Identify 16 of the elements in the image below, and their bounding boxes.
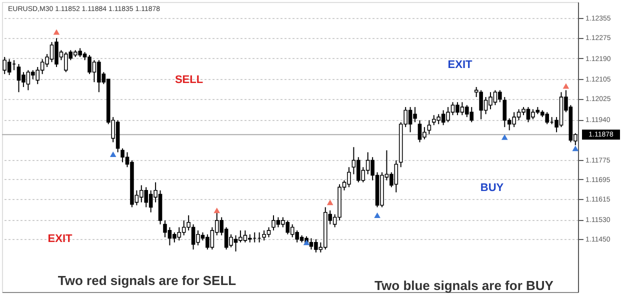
point	[374, 212, 380, 218]
point	[562, 83, 570, 89]
annotation: SELL	[174, 74, 204, 86]
candlestick	[427, 120, 432, 135]
annotation: Two red signals are for SELL	[58, 273, 236, 288]
point	[110, 151, 116, 157]
point	[501, 134, 508, 140]
annotation: EXIT	[48, 233, 73, 245]
point	[53, 29, 60, 35]
annotation: EXIT	[448, 59, 473, 71]
point	[303, 240, 310, 246]
point	[572, 146, 579, 152]
point	[214, 208, 220, 214]
annotation: Two blue signals are for BUY	[374, 278, 554, 293]
point	[326, 200, 334, 206]
annotation: BUY	[480, 182, 504, 194]
